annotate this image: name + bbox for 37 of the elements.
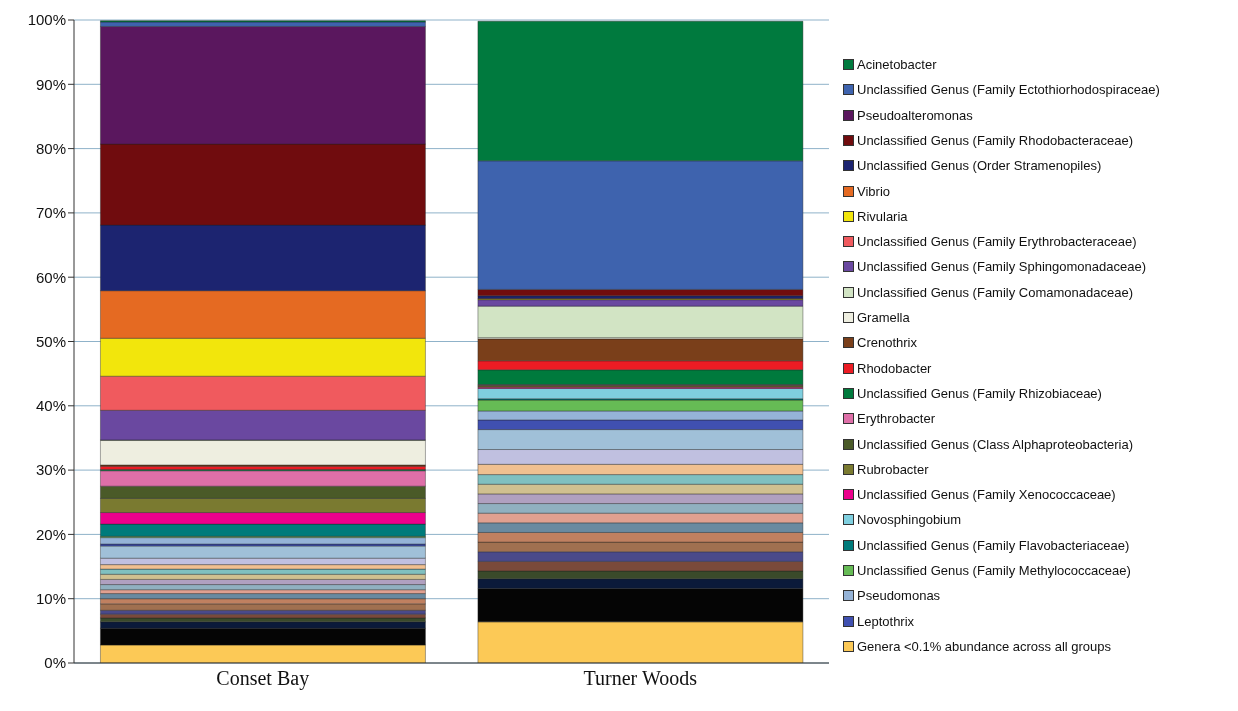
legend-label: Gramella bbox=[857, 310, 910, 326]
y-tick-label: 40% bbox=[35, 397, 66, 415]
legend-label: Unclassified Genus (Family Rhodobacteraceae) bbox=[857, 132, 1134, 148]
legend-label: Novosphingobium bbox=[857, 512, 962, 528]
y-tick-label: 90% bbox=[35, 75, 66, 93]
legend-label: Leptothrix bbox=[857, 613, 915, 629]
y-tick-label: 0% bbox=[44, 654, 66, 672]
legend-label: Unclassified Genus (Family Methylococcaceae) bbox=[857, 563, 1131, 579]
legend-label: Pseudomonas bbox=[857, 588, 941, 604]
legend-label: Erythrobacter bbox=[857, 411, 936, 427]
legend-label: Genera <0.1% abundance across all groups bbox=[857, 638, 1112, 654]
y-tick-label: 60% bbox=[35, 268, 66, 286]
legend-label: Pseudoalteromonas bbox=[857, 107, 973, 123]
legend-label: Unclassified Genus (Family Comamonadaceae) bbox=[857, 284, 1134, 300]
legend-label: Unclassified Genus (Family Flavobacteriaceae) bbox=[857, 537, 1130, 553]
y-tick-label: 80% bbox=[35, 139, 66, 157]
legend-label: Unclassified Genus (Family Rhizobiaceae) bbox=[857, 385, 1102, 401]
y-tick-label: 20% bbox=[35, 525, 66, 543]
legend-label: Crenothrix bbox=[857, 335, 917, 351]
x-tick-label: Turner Woods bbox=[583, 667, 698, 690]
y-tick-label: 70% bbox=[35, 204, 66, 222]
legend-label: Vibrio bbox=[857, 183, 891, 199]
legend-label: Rhodobacter bbox=[857, 360, 932, 376]
legend-label: Unclassified Genus (Family Xenococcaceae) bbox=[857, 487, 1116, 503]
y-tick-label: 10% bbox=[35, 590, 66, 608]
y-tick-label: 100% bbox=[27, 11, 66, 29]
legend-label: Unclassified Genus (Family Erythrobacteraceae) bbox=[857, 234, 1137, 250]
legend-label: Unclassified Genus (Class Alphaproteobacteria) bbox=[857, 436, 1134, 452]
legend-label: Rivularia bbox=[857, 208, 908, 224]
legend-label: Unclassified Genus (Order Stramenopiles) bbox=[857, 158, 1102, 174]
legend-label: Unclassified Genus (Family Ectothiorhodospiraceae) bbox=[857, 82, 1160, 98]
y-tick-label: 50% bbox=[35, 332, 66, 350]
legend-label: Rubrobacter bbox=[857, 461, 929, 477]
x-tick-label: Conset Bay bbox=[216, 667, 310, 691]
y-tick-label: 30% bbox=[35, 461, 66, 479]
legend-label: Acinetobacter bbox=[857, 57, 937, 73]
legend-label: Unclassified Genus (Family Sphingomonadaceae) bbox=[857, 259, 1147, 275]
